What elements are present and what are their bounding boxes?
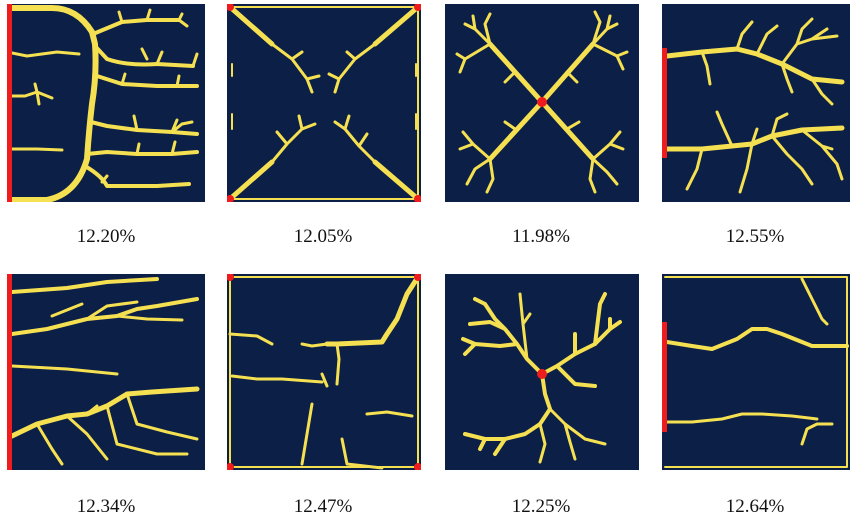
channel-network [228,274,421,470]
panel-2-caption: 12.05% [293,226,353,247]
panel-2-image [227,4,421,202]
source-point [227,463,234,470]
source-point [227,195,234,202]
channel-network [461,292,622,464]
panel-7-caption: 12.25% [511,496,571,517]
panel-5-image [7,274,205,470]
channel-network [7,5,199,202]
source-point [414,463,421,470]
panel-background [227,4,421,202]
source-point [227,4,234,11]
panel-1-image [7,4,205,202]
panel-6-image [227,274,421,470]
panel-3-image [445,4,639,202]
panel-1-pattern [7,4,205,202]
source-point [537,369,547,379]
channel-network [664,276,849,468]
panel-1-caption: 12.20% [76,226,136,247]
panel-background [662,274,850,470]
panel-6-caption: 12.47% [293,496,353,517]
source-boundary [662,322,667,432]
source-point [227,274,234,281]
source-point [537,97,547,107]
source-point [414,195,421,202]
panel-3-caption: 11.98% [512,226,570,247]
source-boundary [7,274,12,470]
source-point [414,274,421,281]
panel-4-caption: 12.55% [725,226,785,247]
panel-2-pattern [227,4,421,202]
panel-3-pattern [445,4,639,202]
source-boundary [662,48,667,158]
channel-network [9,277,200,466]
panel-background [227,274,421,470]
panel-4-pattern [662,4,850,202]
channel-network [664,17,845,194]
source-point [414,4,421,11]
panel-4-image [662,4,850,202]
panel-6-pattern [227,274,421,470]
panel-7-pattern [445,274,639,470]
channel-network [455,10,629,194]
channel-network [227,4,421,202]
panel-8-pattern [662,274,850,470]
panel-background [7,4,205,202]
panel-7-image [445,274,639,470]
panel-8-image [662,274,850,470]
panel-5-caption: 12.34% [76,496,136,517]
source-boundary [7,4,12,202]
panel-5-pattern [7,274,205,470]
panel-8-caption: 12.64% [725,496,785,517]
